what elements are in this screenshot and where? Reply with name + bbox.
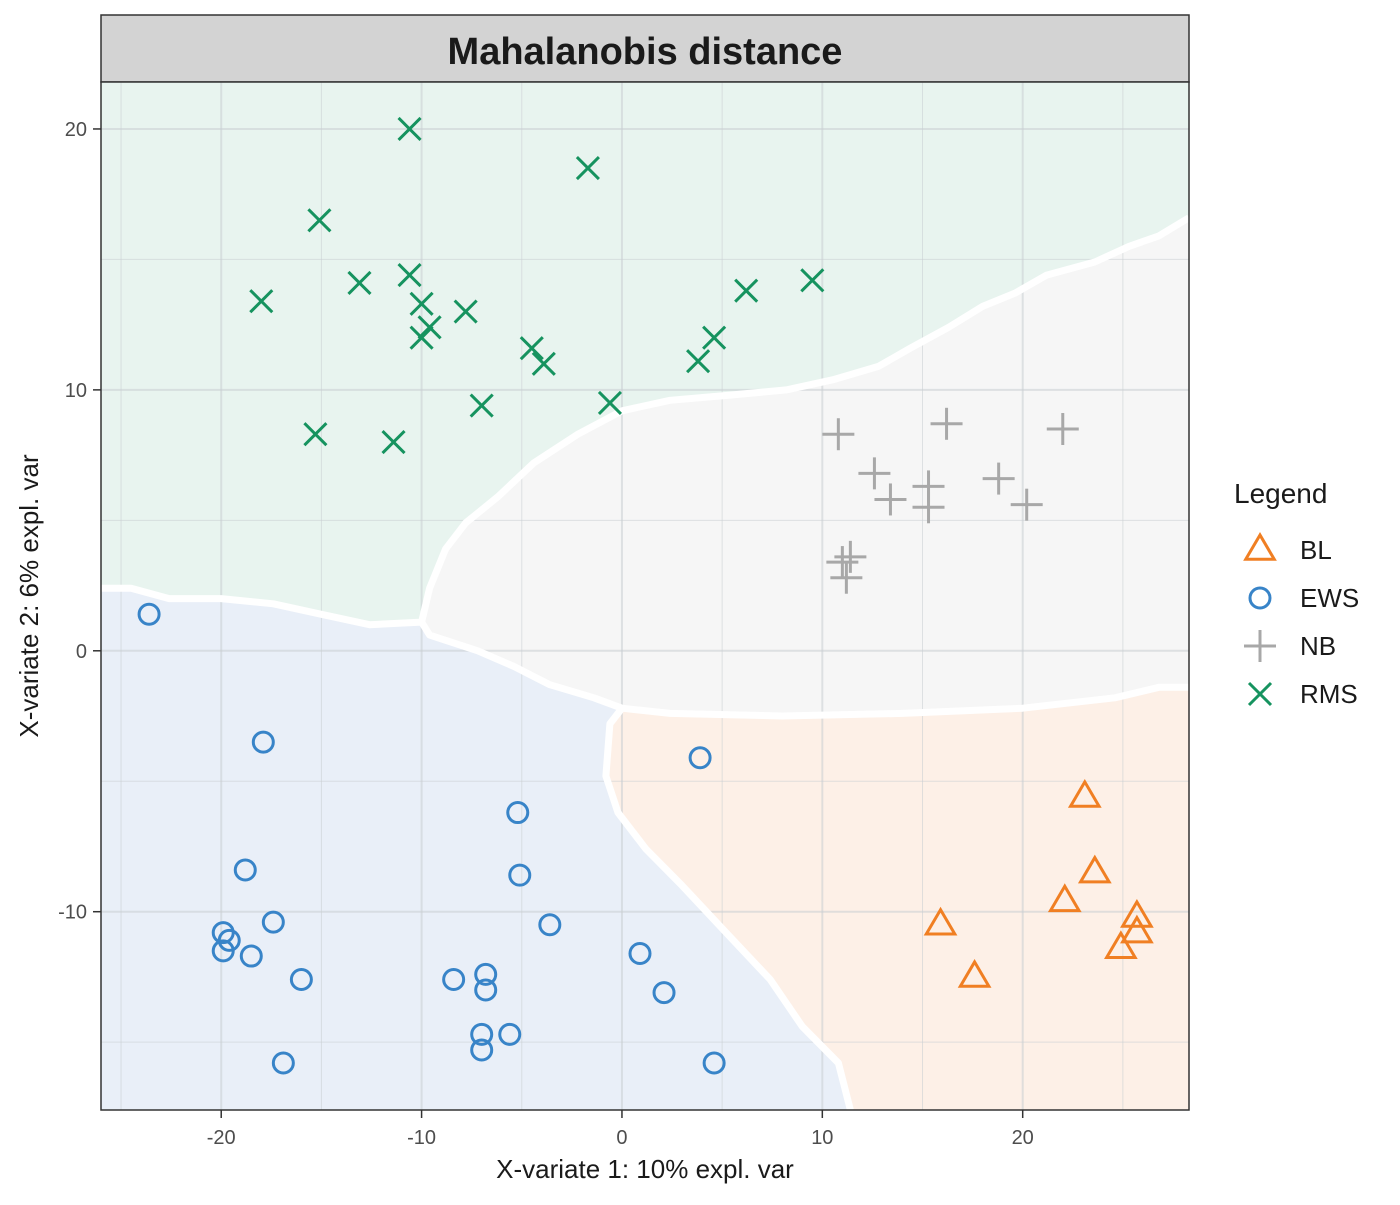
point-ews bbox=[261, 910, 285, 934]
point-ews bbox=[474, 962, 498, 986]
point-rms bbox=[597, 390, 622, 415]
x-axis-label: X-variate 1: 10% expl. var bbox=[496, 1154, 794, 1184]
point-bl bbox=[1077, 854, 1112, 884]
point-rms bbox=[409, 291, 434, 316]
point-ews bbox=[211, 939, 235, 963]
point-nb bbox=[826, 546, 859, 579]
y-tick-label: 20 bbox=[65, 119, 87, 141]
point-rms bbox=[469, 393, 494, 418]
point-rms bbox=[381, 430, 406, 455]
point-ews bbox=[470, 1022, 494, 1046]
point-ews bbox=[470, 1038, 494, 1062]
title-strip bbox=[100, 14, 1190, 83]
point-rms bbox=[453, 299, 478, 324]
point-ews bbox=[688, 746, 712, 770]
point-ews bbox=[239, 944, 263, 968]
plot-panel-border bbox=[100, 81, 1190, 1111]
data-points bbox=[137, 116, 1154, 1075]
point-bl bbox=[1047, 883, 1082, 913]
legend-key-nb bbox=[1244, 630, 1276, 662]
point-rms bbox=[734, 278, 759, 303]
point-rms bbox=[531, 351, 556, 376]
point-rms bbox=[702, 325, 727, 350]
point-bl bbox=[923, 906, 958, 936]
point-rms bbox=[519, 336, 544, 361]
point-ews bbox=[474, 978, 498, 1002]
point-ews bbox=[442, 968, 466, 992]
legend-label: EWS bbox=[1300, 583, 1359, 613]
legend-title: Legend bbox=[1234, 478, 1327, 509]
point-rms bbox=[575, 156, 600, 181]
point-ews bbox=[538, 913, 562, 937]
point-rms bbox=[397, 116, 422, 142]
point-nb bbox=[912, 491, 945, 524]
point-rms bbox=[686, 349, 711, 374]
x-tick-label: 20 bbox=[1012, 1127, 1034, 1149]
point-rms bbox=[409, 325, 434, 350]
point-rms bbox=[307, 208, 332, 233]
legend: Legend BL EWS NB RMS bbox=[1234, 478, 1359, 709]
x-tick-label: -10 bbox=[407, 1127, 436, 1149]
point-ews bbox=[251, 730, 275, 754]
x-tick-label: 0 bbox=[616, 1127, 627, 1149]
legend-item-nb: NB bbox=[1244, 630, 1336, 662]
point-ews bbox=[498, 1022, 522, 1046]
y-axis: -10 0 10 20 bbox=[58, 119, 101, 924]
legend-item-rms: RMS bbox=[1247, 679, 1358, 709]
point-ews bbox=[271, 1051, 295, 1075]
x-tick-label: 10 bbox=[811, 1127, 833, 1149]
point-ews bbox=[137, 602, 161, 626]
point-rms bbox=[800, 268, 825, 293]
legend-key-bl bbox=[1243, 532, 1277, 561]
legend-item-ews: EWS bbox=[1248, 583, 1359, 613]
x-axis: -20 -10 0 10 20 bbox=[207, 1110, 1034, 1149]
point-ews bbox=[233, 858, 257, 882]
point-nb bbox=[1046, 413, 1079, 446]
point-nb bbox=[874, 483, 907, 516]
point-bl bbox=[1067, 778, 1102, 808]
point-nb bbox=[822, 418, 855, 451]
region-boundaries bbox=[101, 214, 1189, 1110]
y-tick-label: -10 bbox=[58, 902, 87, 924]
point-ews bbox=[289, 968, 313, 992]
point-nb bbox=[982, 462, 1015, 495]
point-rms bbox=[249, 289, 274, 314]
legend-label: RMS bbox=[1300, 679, 1358, 709]
boundary-line bbox=[602, 706, 854, 1110]
legend-key-rms bbox=[1247, 681, 1273, 707]
point-nb bbox=[858, 457, 891, 490]
boundary-line bbox=[418, 620, 1189, 720]
legend-label: BL bbox=[1300, 535, 1332, 565]
legend-item-bl: BL bbox=[1243, 532, 1332, 565]
point-bl bbox=[1120, 914, 1154, 944]
y-tick-label: 0 bbox=[76, 641, 87, 663]
y-tick-label: 10 bbox=[65, 380, 87, 402]
point-nb bbox=[930, 407, 963, 440]
point-rms bbox=[417, 315, 442, 340]
point-nb bbox=[830, 561, 863, 594]
point-rms bbox=[397, 263, 422, 288]
point-bl bbox=[957, 958, 992, 988]
x-tick-label: -20 bbox=[207, 1127, 236, 1149]
decision-regions bbox=[101, 82, 1189, 1110]
point-nb bbox=[1010, 488, 1043, 521]
point-ews bbox=[508, 863, 532, 887]
legend-key-ews bbox=[1248, 586, 1272, 610]
boundary-line bbox=[101, 214, 1189, 629]
point-nb bbox=[834, 540, 867, 573]
legend-label: NB bbox=[1300, 631, 1336, 661]
point-rms bbox=[303, 422, 328, 447]
point-ews bbox=[652, 981, 676, 1005]
grid-lines bbox=[101, 82, 1189, 1110]
point-ews bbox=[702, 1051, 726, 1075]
chart-title: Mahalanobis distance bbox=[448, 31, 843, 73]
point-rms bbox=[347, 270, 372, 295]
point-ews bbox=[506, 801, 530, 825]
point-bl bbox=[1120, 898, 1154, 928]
point-ews bbox=[628, 941, 652, 965]
point-bl bbox=[1104, 930, 1138, 960]
y-axis-label: X-variate 2: 6% expl. var bbox=[14, 454, 44, 738]
